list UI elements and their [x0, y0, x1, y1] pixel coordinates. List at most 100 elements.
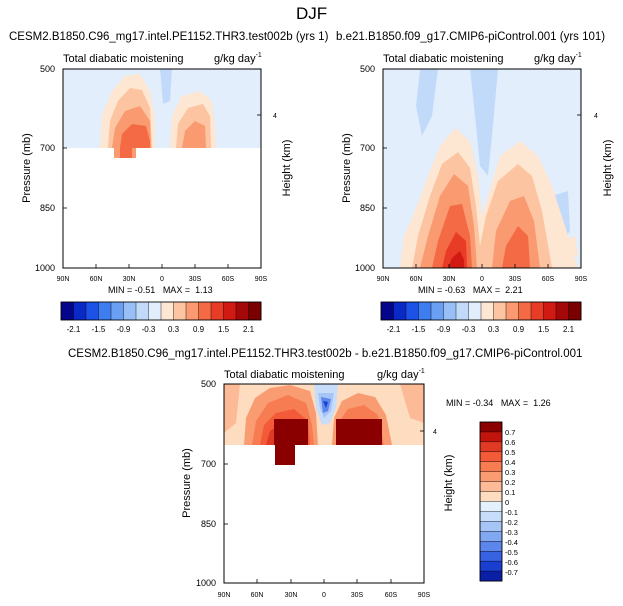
colorbar-swatch — [543, 301, 557, 321]
colorbar-swatch — [443, 301, 457, 321]
colorbar-swatch — [479, 431, 503, 443]
colorbar-1-label: 0.3 — [168, 325, 180, 334]
panel-2-xtick-90N: 90N — [377, 276, 390, 283]
panel-1-ytick-850: 850 — [40, 203, 55, 213]
colorbar-swatch — [198, 301, 212, 321]
colorbar-3-label: -0.2 — [505, 518, 518, 527]
colorbar-swatch — [418, 301, 432, 321]
panel-1-ytick-1000: 1000 — [35, 263, 55, 273]
colorbar-swatch — [479, 471, 503, 483]
panel-1-units-label: g/kg day-1 — [214, 52, 262, 65]
colorbar-3: 0.7 0.6 0.5 0.4 0.3 0.2 0.1 0 -0.1 -0.2 … — [479, 421, 518, 582]
colorbar-swatch — [479, 570, 503, 582]
panel-2-title: b.e21.B1850.f09_g17.CMIP6-piControl.001 … — [336, 31, 606, 43]
panel-3-ytick-850: 850 — [201, 519, 216, 529]
colorbar-swatch — [173, 301, 187, 321]
colorbar-swatch — [505, 301, 520, 321]
colorbar-3-label: 0.2 — [505, 478, 515, 487]
panel-3-xtick-60N: 60N — [251, 592, 264, 599]
colorbar-swatch — [479, 451, 503, 463]
colorbar-2-labels: -2.1 -1.5 -0.9 -0.3 0.3 0.9 1.5 2.1 — [387, 325, 575, 334]
colorbar-swatch — [530, 301, 545, 321]
colorbar-swatch — [393, 301, 407, 321]
panel-2-xtick-30N: 30N — [443, 276, 456, 283]
panel-3-ytick-500: 500 — [201, 379, 216, 389]
colorbar-swatch — [148, 301, 162, 321]
colorbar-3-label: 0.5 — [505, 448, 515, 457]
panel-2-ytick-1000: 1000 — [355, 263, 375, 273]
colorbar-swatch — [479, 560, 503, 572]
panel-3-ytick-700: 700 — [201, 459, 216, 469]
colorbar-swatch — [223, 301, 237, 321]
colorbar-swatch — [405, 301, 420, 321]
panel-3-y2label: Height (km) — [443, 455, 455, 512]
panel-1-ytick-500: 500 — [40, 64, 55, 74]
panel-3-plot: Total diabatic moistening g/kg day-1 500… — [181, 368, 455, 599]
colorbar-swatch — [479, 491, 503, 503]
panel-3-xtick-0: 0 — [322, 592, 326, 599]
panel-1-xtick-90S: 90S — [255, 276, 268, 283]
panel-1-y2tick-4: 4 — [273, 113, 277, 120]
panel-1-min-max: MIN = -0.51 MAX = 1.13 — [108, 285, 213, 295]
colorbar-2-swatches — [380, 301, 582, 321]
colorbar-3-label: 0.6 — [505, 438, 515, 447]
colorbar-2-label: -1.5 — [412, 325, 426, 334]
panel-2-ylabel: Pressure (mb) — [341, 133, 353, 203]
colorbar-3-label: -0.1 — [505, 508, 518, 517]
colorbar-1-label: 1.5 — [218, 325, 230, 334]
panel-2-ytick-700: 700 — [360, 143, 375, 153]
colorbar-2-label: -0.3 — [462, 325, 476, 334]
panel-3-xtick-30N: 30N — [285, 592, 298, 599]
panel-3-y2tick-4: 4 — [433, 429, 437, 436]
panel-2-y2tick-4: 4 — [594, 113, 598, 120]
colorbar-swatch — [479, 531, 503, 542]
colorbar-2-label: -0.9 — [437, 325, 451, 334]
panel-3-xtick-30S: 30S — [351, 592, 364, 599]
panel-2-xtick-60N: 60N — [410, 276, 423, 283]
colorbar-swatch — [479, 421, 503, 433]
colorbar-3-swatches — [479, 421, 503, 582]
panel-2-ytick-500: 500 — [360, 64, 375, 74]
colorbar-1-swatches — [60, 301, 262, 321]
colorbar-3-label: -0.6 — [505, 558, 518, 567]
colorbar-swatch — [380, 301, 395, 321]
panel-1-variable-label: Total diabatic moistening — [63, 53, 183, 65]
colorbar-swatch — [479, 541, 503, 552]
colorbar-3-labels: 0.7 0.6 0.5 0.4 0.3 0.2 0.1 0 -0.1 -0.2 … — [505, 428, 518, 577]
panel-1-xtick-30S: 30S — [189, 276, 202, 283]
colorbar-swatch — [568, 301, 582, 321]
colorbar-3-label: -0.5 — [505, 548, 518, 557]
colorbar-swatch — [480, 301, 495, 321]
panel-1-plot: Total diabatic moistening g/kg day-1 500… — [21, 52, 293, 283]
panel-3-xtick-60S: 60S — [385, 592, 398, 599]
colorbar-swatch — [235, 301, 250, 321]
panel-1-title: CESM2.B1850.C96_mg17.intel.PE1152.THR3.t… — [9, 31, 329, 43]
colorbar-2-label: 1.5 — [538, 325, 550, 334]
colorbar-1-labels: -2.1 -1.5 -0.9 -0.3 0.3 0.9 1.5 2.1 — [67, 325, 255, 334]
colorbar-swatch — [479, 511, 503, 522]
panel-3-xtick-90N: 90N — [218, 592, 231, 599]
colorbar-swatch — [518, 301, 532, 321]
panel-3-ticks — [223, 383, 425, 584]
panel-3-variable-label: Total diabatic moistening — [224, 369, 344, 381]
colorbar-swatch — [85, 301, 100, 321]
panel-2-units-label: g/kg day-1 — [534, 52, 582, 65]
colorbar-1-label: -1.5 — [92, 325, 106, 334]
panel-3-units-label: g/kg day-1 — [377, 368, 425, 381]
panel-3-contour-field — [224, 384, 424, 583]
colorbar-swatch — [479, 481, 503, 493]
panel-1-ytick-700: 700 — [40, 143, 55, 153]
colorbar-1-label: -0.3 — [142, 325, 156, 334]
colorbar-2-label: -2.1 — [387, 325, 401, 334]
colorbar-1-label: -0.9 — [117, 325, 131, 334]
colorbar-swatch — [210, 301, 225, 321]
panel-1-y2label: Height (km) — [281, 140, 293, 197]
colorbar-3-label: -0.4 — [505, 538, 518, 547]
colorbar-3-label: 0 — [505, 498, 509, 507]
panel-2-ytick-850: 850 — [360, 203, 375, 213]
colorbar-swatch — [479, 550, 503, 562]
colorbar-swatch — [555, 301, 570, 321]
panel-2-xtick-30S: 30S — [509, 276, 522, 283]
panel-1-ticks — [62, 68, 262, 269]
colorbar-2-label: 0.9 — [513, 325, 525, 334]
